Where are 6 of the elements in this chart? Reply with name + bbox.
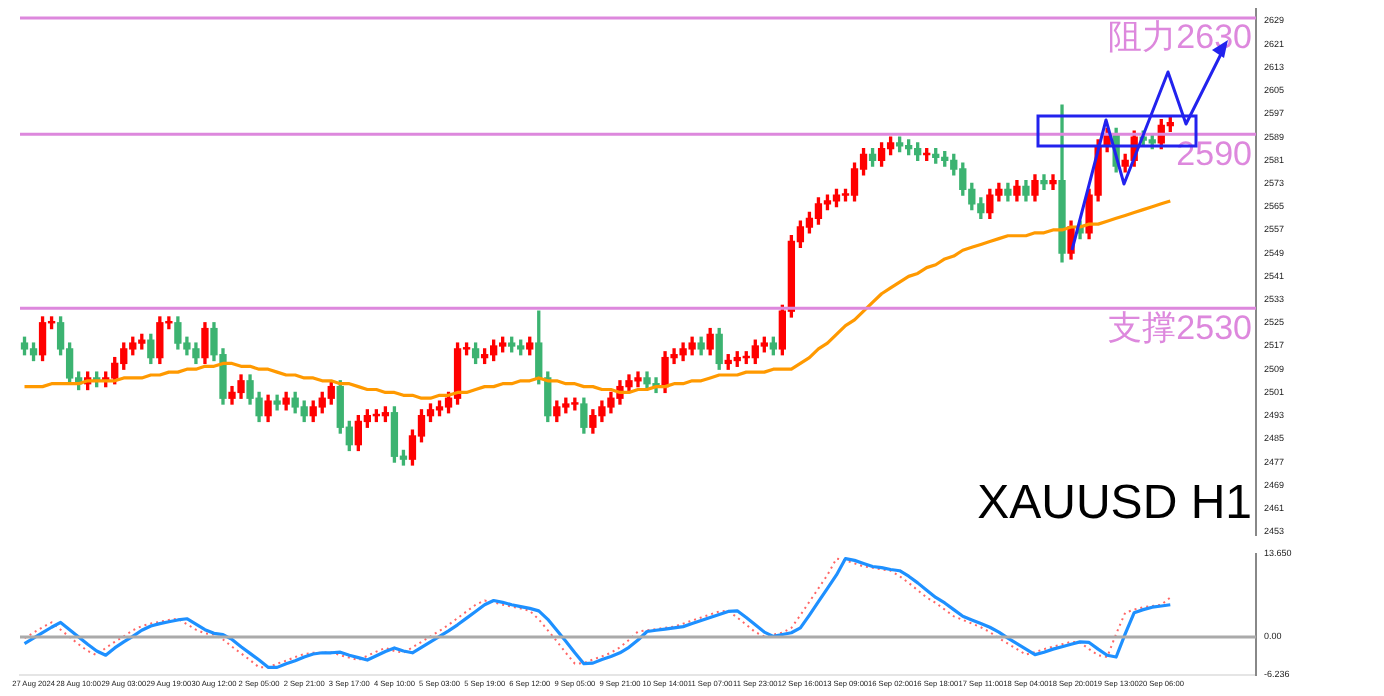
candlestick [1049,174,1057,190]
annotation: XAUUSD H1 [977,475,1252,530]
ref-line-label: 阻力2630 [1108,18,1252,57]
ref-line-label: 2590 [1176,134,1252,173]
ref-line-label: 支撑2530 [1108,308,1252,347]
candlestick [1040,174,1048,190]
